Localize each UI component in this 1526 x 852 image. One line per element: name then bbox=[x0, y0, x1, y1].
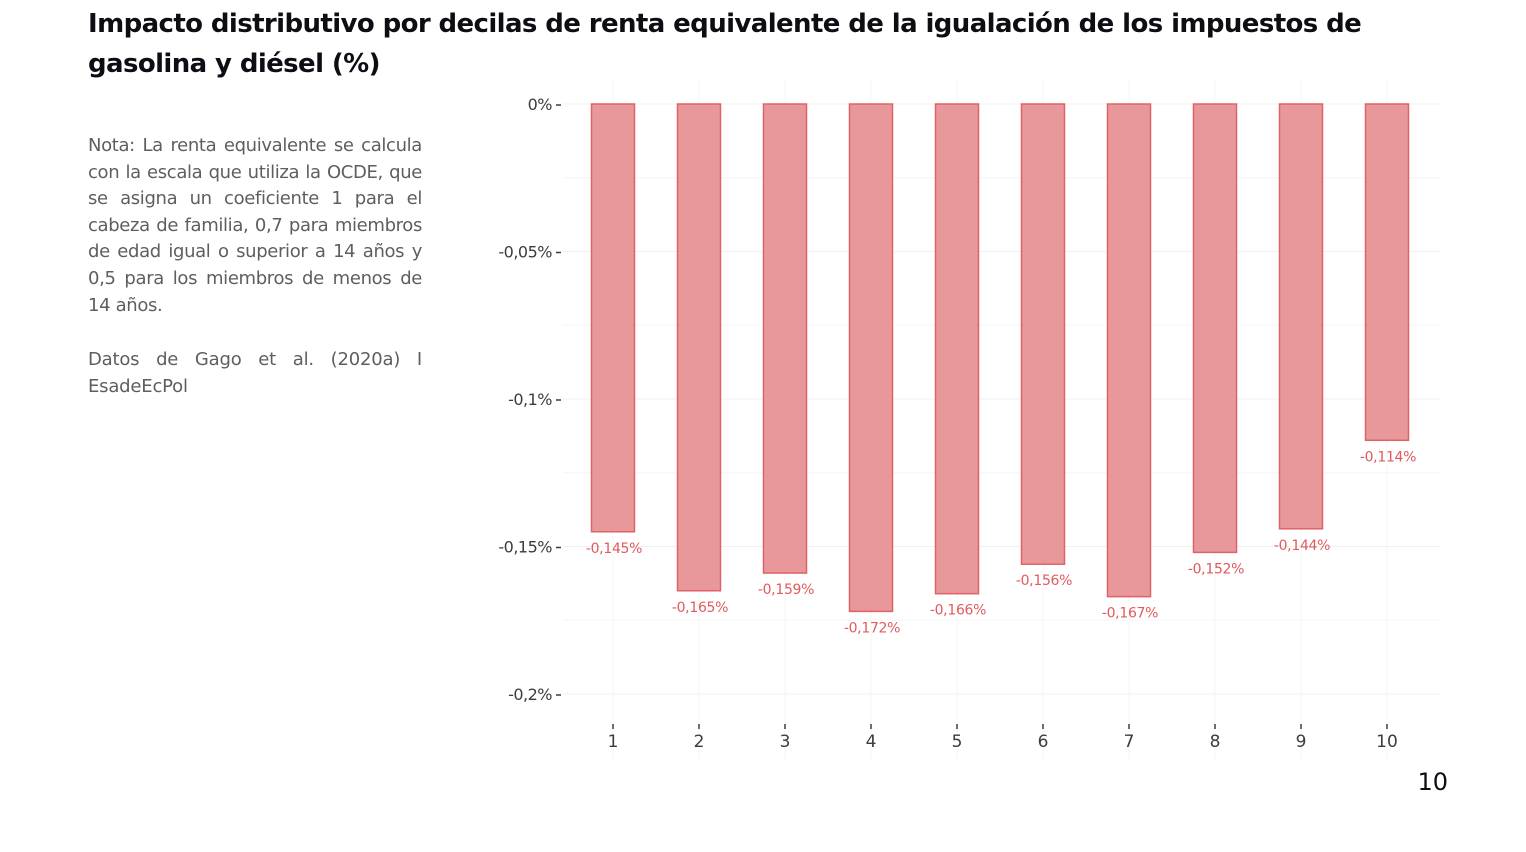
data-label-decile-8: -0,152% bbox=[1188, 561, 1244, 577]
data-label-decile-1: -0,145% bbox=[586, 541, 642, 557]
bars bbox=[590, 103, 1410, 613]
x-tick-label: 3 bbox=[780, 732, 791, 752]
x-tick-label: 5 bbox=[952, 732, 963, 752]
y-axis: 0% -0,05% -0,1% -0,15% -0,2% bbox=[498, 95, 561, 704]
chart-note: Nota: La renta equivalente se calcula co… bbox=[88, 135, 422, 316]
x-tick-label: 1 bbox=[608, 732, 619, 752]
x-tick-label: 4 bbox=[866, 732, 877, 752]
x-tick-label: 10 bbox=[1376, 732, 1398, 752]
bar-decile-4 bbox=[848, 103, 894, 613]
chart-title: Impacto distributivo por decilas de rent… bbox=[88, 9, 1362, 79]
bar-decile-8 bbox=[1192, 103, 1238, 554]
y-tick-label: -0,2% bbox=[508, 685, 552, 704]
data-label-decile-2: -0,165% bbox=[672, 600, 728, 616]
bar-decile-5 bbox=[934, 103, 980, 595]
x-tick-label: 8 bbox=[1210, 732, 1221, 752]
data-label-decile-5: -0,166% bbox=[930, 603, 986, 619]
bar-decile-9 bbox=[1278, 103, 1324, 530]
x-tick-label: 6 bbox=[1038, 732, 1049, 752]
data-label-decile-10: -0,114% bbox=[1360, 449, 1416, 465]
y-tick-label: -0,15% bbox=[498, 538, 552, 557]
x-tick-label: 2 bbox=[694, 732, 705, 752]
data-label-decile-9: -0,144% bbox=[1274, 538, 1330, 554]
data-source: Datos de Gago et al. (2020a) I EsadeEcPo… bbox=[88, 349, 422, 397]
data-label-decile-3: -0,159% bbox=[758, 582, 814, 598]
data-label-decile-4: -0,172% bbox=[844, 620, 900, 636]
page-number: 10 bbox=[1417, 768, 1448, 796]
x-tick-label: 7 bbox=[1124, 732, 1135, 752]
bar-decile-3 bbox=[762, 103, 808, 574]
data-label-decile-7: -0,167% bbox=[1102, 606, 1158, 622]
bar-decile-1 bbox=[590, 103, 636, 533]
data-labels: -0,145% -0,165% -0,159% -0,172% -0,166% -0,15… bbox=[586, 449, 1417, 636]
bar-decile-10 bbox=[1364, 103, 1410, 442]
data-label-decile-6: -0,156% bbox=[1016, 573, 1072, 589]
x-tick-label: 9 bbox=[1296, 732, 1307, 752]
x-axis: 1 2 3 4 5 6 7 8 9 10 bbox=[608, 724, 1398, 752]
y-tick-label: -0,05% bbox=[498, 243, 552, 262]
y-tick-label: -0,1% bbox=[508, 390, 552, 409]
bar-decile-7 bbox=[1106, 103, 1152, 598]
bar-decile-2 bbox=[676, 103, 722, 592]
bar-decile-6 bbox=[1020, 103, 1066, 565]
y-tick-label: 0% bbox=[528, 95, 553, 114]
